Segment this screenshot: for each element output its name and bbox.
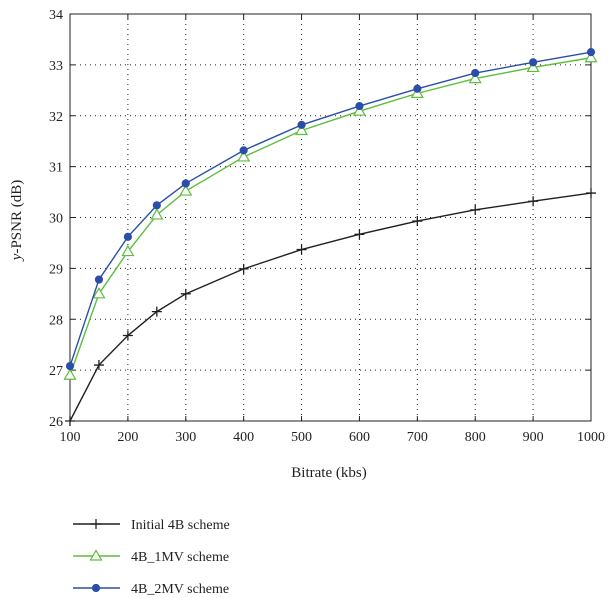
data-point (92, 287, 106, 299)
data-point (526, 60, 540, 73)
data-point (528, 196, 539, 207)
legend-marker (91, 519, 101, 529)
data-point (181, 179, 190, 188)
data-point (470, 204, 481, 215)
data-point (65, 416, 75, 426)
data-point (529, 58, 538, 67)
data-point (586, 48, 596, 57)
data-point (237, 150, 251, 162)
x-tick-label: 200 (117, 430, 138, 445)
x-axis-label: Bitrate (kbs) (291, 465, 366, 481)
x-tick-label: 300 (175, 430, 196, 445)
data-point (121, 244, 135, 257)
x-tick-label: 100 (60, 430, 81, 445)
x-tick-label: 1000 (577, 430, 605, 445)
data-point (468, 71, 482, 84)
data-point (179, 184, 193, 196)
data-point (297, 120, 306, 130)
data-point (180, 288, 191, 299)
data-point (412, 216, 423, 227)
series-line (69, 51, 592, 367)
legend-marker (89, 549, 103, 561)
data-point (93, 360, 104, 371)
y-axis-label-italic: y (9, 253, 25, 262)
y-tick-label: 30 (49, 212, 63, 227)
data-point (63, 368, 77, 380)
y-tick-label: 32 (49, 110, 63, 125)
axis-ticks: 100 200 300 400 500 600 700 800 900 1000 26 27 28 29 3… (49, 8, 605, 445)
data-point (355, 101, 364, 111)
legend-label: Initial 4B scheme (131, 518, 230, 533)
data-point (94, 275, 104, 284)
y-tick-label: 26 (49, 415, 63, 430)
x-tick-label: 500 (291, 430, 312, 445)
data-point (584, 51, 598, 63)
y-tick-label: 27 (49, 364, 63, 379)
legend-label: 4B_2MV scheme (131, 582, 229, 597)
x-tick-label: 400 (233, 430, 254, 445)
series-2 (63, 51, 598, 380)
data-point (65, 361, 75, 371)
data-point (151, 306, 162, 317)
data-point (413, 84, 422, 93)
y-tick-label: 33 (49, 59, 63, 74)
legend-item: 4B_1MV scheme (73, 549, 229, 565)
legend-item: 4B_2MV scheme (73, 582, 229, 597)
y-tick-label: 28 (49, 313, 63, 328)
data-point (296, 244, 307, 255)
legend: Initial 4B scheme 4B_1MV scheme 4B_2MV sch… (73, 518, 230, 597)
legend-marker (91, 583, 101, 593)
data-point (471, 68, 480, 78)
x-tick-label: 700 (407, 430, 428, 445)
grid (70, 14, 591, 421)
data-point (238, 263, 249, 274)
legend-label: 4B_1MV scheme (131, 550, 229, 565)
series-line (69, 57, 592, 376)
data-point (352, 104, 366, 116)
y-tick-label: 29 (49, 262, 63, 277)
series-line (69, 192, 592, 422)
series-1 (65, 188, 596, 426)
y-tick-label: 31 (49, 161, 63, 176)
data-point (152, 201, 161, 210)
data-point (123, 232, 132, 241)
data-point (586, 188, 596, 199)
data-point (295, 123, 309, 136)
x-tick-label: 800 (465, 430, 486, 445)
legend-item: Initial 4B scheme (73, 518, 230, 533)
data-point (150, 208, 164, 220)
data-point (122, 330, 133, 341)
x-tick-label: 900 (523, 430, 544, 445)
data-point (354, 229, 365, 240)
y-tick-label: 34 (49, 8, 63, 23)
data-point (239, 146, 248, 155)
y-axis-label-rest: -PSNR (dB) (9, 180, 25, 254)
series-3 (65, 48, 596, 371)
y-axis-label: y-PSNR (dB) (9, 180, 25, 262)
x-tick-label: 600 (349, 430, 370, 445)
series-layer (63, 48, 598, 426)
